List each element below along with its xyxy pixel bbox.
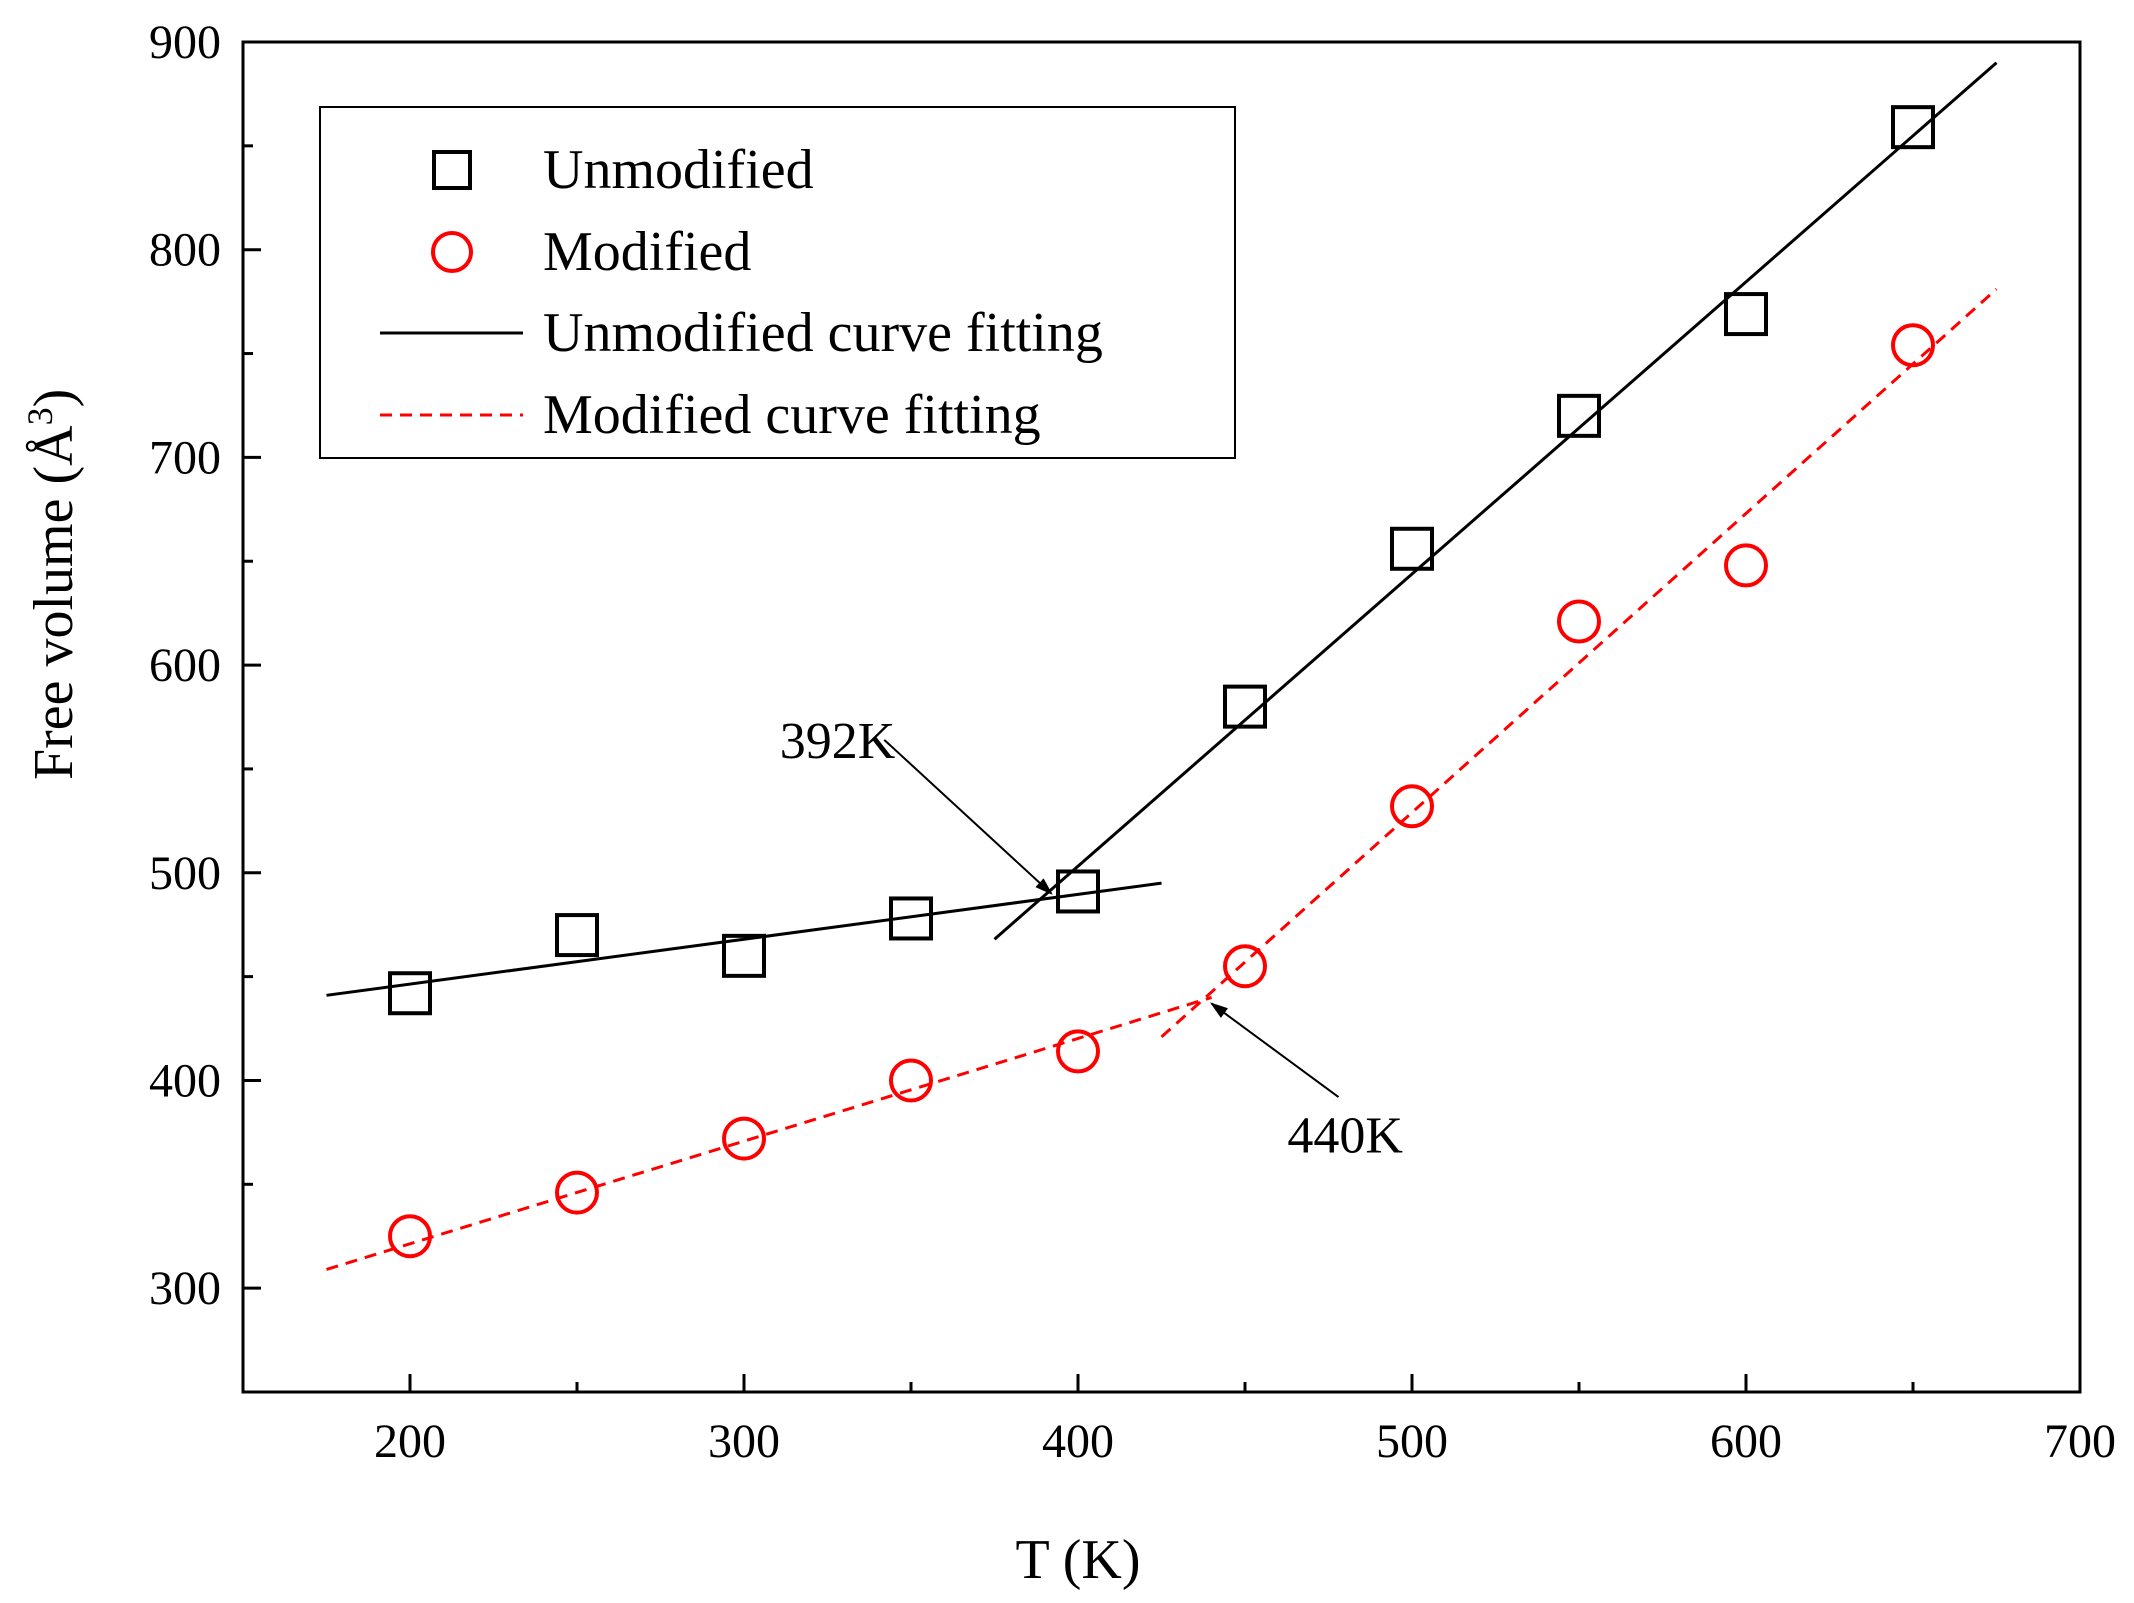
unmodified-point: [1557, 393, 1601, 438]
unmodified-point: [555, 913, 599, 958]
modified-point: [889, 1058, 933, 1103]
unmodified-point: [722, 933, 766, 978]
unmodified-point: [1056, 869, 1100, 914]
annotation-label: 392K: [780, 713, 896, 770]
y-axis-title: Free volume (Å3): [20, 389, 85, 780]
unmodified-point: [1724, 292, 1768, 337]
legend-label-modified: Modified: [543, 221, 751, 283]
modified-point: [1891, 323, 1935, 368]
x-tick-label: 500: [1376, 1415, 1448, 1468]
annotation-arrow: [883, 739, 1053, 895]
unmodified-point: [1223, 684, 1267, 729]
x-tick-label: 300: [708, 1415, 780, 1468]
unmodified-point: [388, 971, 432, 1016]
y-tick-label: 900: [149, 16, 221, 69]
unmodified-point: [1390, 526, 1434, 571]
annotation-label: 440K: [1287, 1107, 1403, 1164]
modified-point: [1390, 784, 1434, 829]
legend-unmodified-marker: [432, 150, 472, 190]
unmodified-fit-line: [993, 61, 1998, 941]
plot-frame: [241, 40, 2082, 1394]
y-axis-title-main: Free volume (: [23, 466, 85, 780]
y-tick-label: 700: [149, 431, 221, 484]
y-axis-title-close: ): [23, 389, 85, 408]
y-tick-label: 600: [149, 639, 221, 692]
modified-point: [1056, 1029, 1100, 1074]
y-tick-label: 400: [149, 1054, 221, 1107]
unmodified-point: [889, 896, 933, 941]
x-axis-title: T (K): [1016, 1529, 1141, 1591]
x-tick-label: 600: [1710, 1415, 1782, 1468]
modified-fit-line: [1160, 288, 1998, 1038]
x-tick-label: 700: [2044, 1415, 2116, 1468]
legend-label-unmodified-fit: Unmodified curve fitting: [543, 302, 1103, 364]
modified-point: [388, 1214, 432, 1259]
modified-fit-line: [326, 995, 1213, 1271]
legend-label-unmodified: Unmodified: [543, 139, 814, 201]
modified-point: [1724, 543, 1768, 588]
y-axis-title-exponent: 3: [20, 407, 60, 425]
unmodified-point: [1891, 105, 1935, 150]
modified-point: [1557, 599, 1601, 644]
modified-point: [722, 1116, 766, 1161]
y-tick-label: 800: [149, 224, 221, 277]
modified-point: [1223, 944, 1267, 989]
x-tick-label: 400: [1042, 1415, 1114, 1468]
y-tick-label: 500: [149, 847, 221, 900]
y-tick-label: 300: [149, 1262, 221, 1315]
unmodified-fit-line: [326, 881, 1162, 997]
x-tick-label: 200: [374, 1415, 446, 1468]
y-axis-title-unit: Å: [23, 425, 85, 466]
legend-box: [319, 106, 1236, 459]
annotation-arrow: [1209, 1002, 1340, 1098]
legend-label-modified-fit: Modified curve fitting: [543, 384, 1041, 446]
modified-point: [555, 1170, 599, 1215]
legend-modified-marker: [431, 231, 473, 273]
